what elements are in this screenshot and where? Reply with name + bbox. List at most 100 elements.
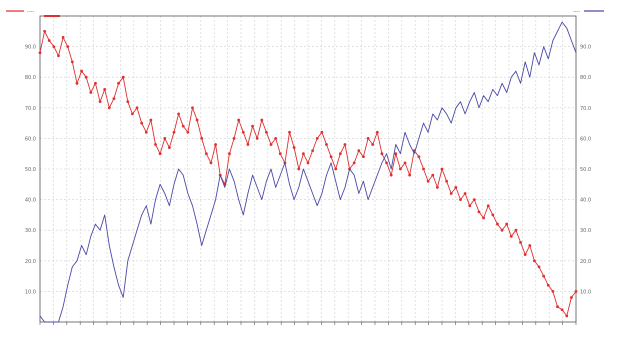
series-red-point — [232, 137, 236, 140]
series-red-point — [496, 222, 499, 226]
series-red-point — [468, 204, 472, 208]
series-red-point — [417, 155, 421, 159]
series-red-point — [297, 167, 301, 171]
series-red-point — [352, 161, 356, 165]
series-red-point — [343, 143, 347, 146]
legend-right-label: ---- — [573, 9, 580, 15]
y-left-tick-label: 70.0 — [25, 106, 36, 112]
series-red-point — [537, 265, 541, 269]
axes: 10.0 20.0 30.0 40.0 50.0 60.0 70.0 80.0 90.0 10.0… — [25, 15, 591, 325]
y-right-tick-label: 70.0 — [580, 106, 591, 112]
series-red-point — [172, 130, 176, 134]
series-red-point — [389, 173, 393, 177]
series-red-point — [362, 155, 365, 159]
series-red-point — [103, 88, 107, 91]
series-red-point — [311, 149, 315, 153]
series-red-point — [325, 143, 328, 146]
y-left-tick-label: 20.0 — [25, 259, 36, 265]
legend-left-label: ---- — [27, 9, 34, 15]
series-red-point — [459, 198, 462, 202]
series-red-point — [126, 100, 130, 104]
series-red-point — [301, 152, 305, 156]
series-red-point — [121, 75, 125, 79]
grid — [39, 16, 577, 322]
y-left-tick-label: 50.0 — [25, 167, 36, 173]
series-red-point — [528, 244, 532, 247]
series-red-point — [491, 213, 495, 217]
series-red-point — [472, 198, 476, 202]
series-red-point — [551, 290, 555, 293]
series-red-point — [454, 185, 458, 189]
series-red-point — [523, 253, 527, 257]
series-red-point — [380, 152, 384, 156]
series-red-point — [565, 314, 569, 318]
series-red-point — [195, 118, 199, 122]
series-red-point — [200, 137, 204, 140]
series-red-point — [255, 137, 259, 140]
series-red-point — [278, 152, 282, 156]
series-red-point — [440, 167, 444, 171]
series-red-point — [560, 308, 564, 312]
series-red-point — [569, 296, 573, 299]
y-right-tick-label: 20.0 — [580, 259, 591, 265]
series-red-point — [463, 192, 467, 195]
series-red-point — [191, 106, 194, 110]
series-red-point — [57, 54, 60, 58]
series-red-point — [320, 130, 324, 134]
series-red-point — [274, 137, 278, 140]
series-blue-line — [39, 21, 577, 323]
series-red-point — [70, 60, 74, 64]
series-red-point — [482, 216, 485, 220]
series-group — [38, 21, 578, 323]
y-left-tick-label: 90.0 — [25, 45, 36, 51]
y-right-tick-label: 40.0 — [580, 198, 591, 204]
series-red-point — [500, 228, 504, 232]
series-red-point — [149, 118, 153, 122]
y-left-tick-label: 10.0 — [25, 289, 36, 295]
y-left-tick-label: 30.0 — [25, 228, 36, 234]
y-right-tick-label: 90.0 — [580, 45, 591, 51]
series-red-point — [394, 152, 398, 156]
series-red-point — [509, 234, 513, 238]
y-right-tick-label: 50.0 — [580, 167, 591, 173]
series-red-point — [505, 222, 509, 226]
series-red-point — [84, 75, 88, 79]
series-red-point — [246, 143, 250, 146]
series-red-point — [80, 69, 83, 73]
series-red-point — [75, 81, 79, 85]
series-red-point — [422, 167, 425, 171]
series-red-point — [574, 290, 578, 293]
series-red-point — [519, 241, 522, 244]
legend: ---- ---- — [6, 9, 604, 17]
series-red-point — [477, 210, 481, 214]
series-red-point — [260, 118, 264, 122]
y-left-tick-label: 40.0 — [25, 198, 36, 204]
series-red-point — [140, 121, 144, 125]
series-red-point — [306, 161, 310, 165]
series-red-point — [89, 91, 93, 94]
series-red-point — [334, 167, 338, 171]
series-red-point — [315, 137, 319, 140]
series-red-point — [144, 130, 148, 134]
series-red-point — [52, 45, 56, 48]
series-red-point — [375, 130, 379, 134]
series-red-point — [214, 143, 217, 146]
series-red-point — [371, 143, 375, 146]
y-left-tick-label: 60.0 — [25, 136, 36, 142]
series-red-point — [158, 152, 162, 156]
series-red-point — [181, 124, 185, 128]
series-red-point — [435, 185, 439, 189]
series-red-point — [385, 161, 388, 165]
series-red-point — [408, 173, 412, 177]
series-red-point — [163, 137, 167, 140]
series-red-point — [329, 155, 333, 159]
series-red-point — [241, 130, 245, 134]
series-red-point — [61, 36, 65, 39]
y-left-tick-label: 80.0 — [25, 75, 36, 81]
series-red-point — [98, 100, 102, 104]
series-red-point — [177, 112, 181, 116]
series-red-point — [135, 106, 139, 110]
series-red-point — [43, 29, 47, 33]
y-right-tick-label: 80.0 — [580, 75, 591, 81]
